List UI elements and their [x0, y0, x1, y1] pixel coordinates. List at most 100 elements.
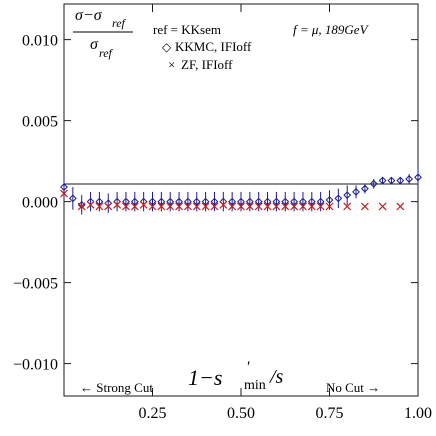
ylabel-denominator: σ [90, 36, 99, 53]
data-point-zf [299, 202, 307, 211]
x-tick-label: 0.75 [316, 405, 344, 422]
data-point-zf [237, 202, 245, 211]
data-point-kkmc [272, 197, 281, 206]
legend-setting: f = μ, 189GeV [293, 22, 370, 37]
x-tick-label: 0.25 [139, 405, 167, 422]
data-point-kkmc [210, 197, 219, 206]
data-point-zf [228, 202, 237, 211]
data-point-zf [95, 202, 104, 211]
data-point-zf [307, 202, 316, 211]
y-tick-label: 0.005 [22, 114, 58, 131]
x-axis-label: 1−s ′ min /s [188, 359, 284, 393]
ylabel-numerator: σ−σ [75, 7, 103, 24]
data-point-zf [281, 202, 290, 211]
data-point-kkmc [245, 197, 254, 206]
data-point-zf [175, 202, 183, 211]
data-point-kkmc [68, 194, 77, 203]
data-point-kkmc [299, 197, 307, 206]
data-point-kkmc [378, 176, 387, 185]
data-point-kkmc [263, 197, 272, 206]
data-point-zf [139, 200, 148, 209]
data-point-kkmc [122, 197, 130, 206]
data-point-zf [104, 202, 113, 211]
series-layer [60, 167, 422, 215]
data-point-kkmc [254, 197, 263, 206]
data-point-kkmc [414, 173, 422, 182]
data-point-zf [290, 202, 299, 211]
data-point-kkmc [183, 197, 192, 206]
data-point-zf [148, 202, 157, 211]
data-point-kkmc [130, 197, 139, 206]
data-point-kkmc [387, 176, 396, 185]
x-tick-label: 1.00 [404, 405, 432, 422]
data-point-kkmc [201, 197, 210, 206]
y-tick-label: −0.010 [13, 357, 58, 374]
data-point-kkmc [325, 196, 334, 204]
data-point-kkmc [166, 197, 175, 206]
data-point-zf [201, 202, 210, 211]
data-point-kkmc [316, 197, 325, 206]
data-point-kkmc [148, 197, 157, 206]
legend-ref-label: ref = KKsem [153, 22, 221, 37]
xlabel-prime: ′ [246, 359, 250, 376]
data-point-kkmc [228, 197, 237, 206]
data-point-zf [183, 202, 192, 211]
y-tick-label: −0.005 [13, 276, 58, 293]
data-point-zf [263, 202, 272, 211]
data-point-zf [130, 202, 139, 211]
data-point-kkmc [60, 183, 68, 191]
data-point-kkmc [396, 176, 405, 185]
xlabel-lead: 1−s [188, 365, 222, 390]
data-point-kkmc [192, 197, 201, 206]
data-point-zf [343, 202, 352, 211]
xlabel-sub: min [244, 378, 266, 393]
data-point-kkmc [352, 187, 360, 196]
annotation-no-cut: No Cut → [326, 380, 380, 395]
data-point-zf [86, 200, 95, 209]
data-point-kkmc [307, 197, 316, 206]
data-point-kkmc [405, 175, 414, 183]
data-point-zf [254, 202, 263, 211]
data-point-zf [113, 200, 122, 209]
data-point-zf [396, 202, 405, 211]
y-axis-label: σ−σ ref σ ref [73, 7, 133, 60]
y-tick-label: 0.010 [22, 33, 58, 50]
x-axis-ticks: 0.25 0.50 0.75 1.00 [139, 4, 432, 422]
data-point-kkmc [369, 179, 378, 188]
data-point-zf [122, 202, 130, 211]
legend-kkmc-marker: ◇ [162, 40, 172, 54]
data-point-zf [316, 202, 325, 211]
ylabel-denominator-sub: ref [99, 46, 114, 60]
data-point-zf [166, 202, 175, 211]
data-point-kkmc [157, 197, 166, 206]
legend-zf-marker: × [168, 57, 175, 72]
data-point-zf [245, 202, 254, 211]
data-point-kkmc [360, 184, 369, 193]
x-tick-label: 0.50 [227, 405, 255, 422]
data-point-zf [210, 202, 219, 211]
legend-zf-label: ZF, IFIoff [181, 57, 233, 72]
xlabel-tail: /s [269, 366, 284, 388]
data-point-kkmc [237, 197, 245, 206]
y-axis-ticks: 0.010 0.005 0.000 −0.005 −0.010 [13, 33, 418, 374]
data-point-kkmc [95, 197, 104, 206]
legend: ref = KKsem f = μ, 189GeV ◇ KKMC, IFIoff… [153, 22, 370, 72]
data-point-kkmc [290, 197, 299, 206]
data-point-zf [219, 200, 228, 209]
data-point-zf [325, 202, 334, 211]
data-point-zf [192, 202, 201, 211]
data-point-zf [272, 202, 281, 211]
data-point-zf [360, 202, 369, 211]
ylabel-numerator-sub: ref [112, 16, 127, 30]
data-point-kkmc [281, 197, 290, 206]
data-point-zf [157, 202, 166, 211]
data-point-zf [378, 202, 387, 211]
annotation-strong-cut: ← Strong Cut [80, 380, 153, 395]
legend-kkmc-label: KKMC, IFIoff [175, 39, 252, 54]
data-point-kkmc [334, 194, 343, 203]
data-point-zf [77, 202, 86, 211]
data-point-kkmc [343, 191, 352, 200]
data-point-zf [60, 189, 68, 198]
y-tick-label: 0.000 [22, 195, 58, 212]
